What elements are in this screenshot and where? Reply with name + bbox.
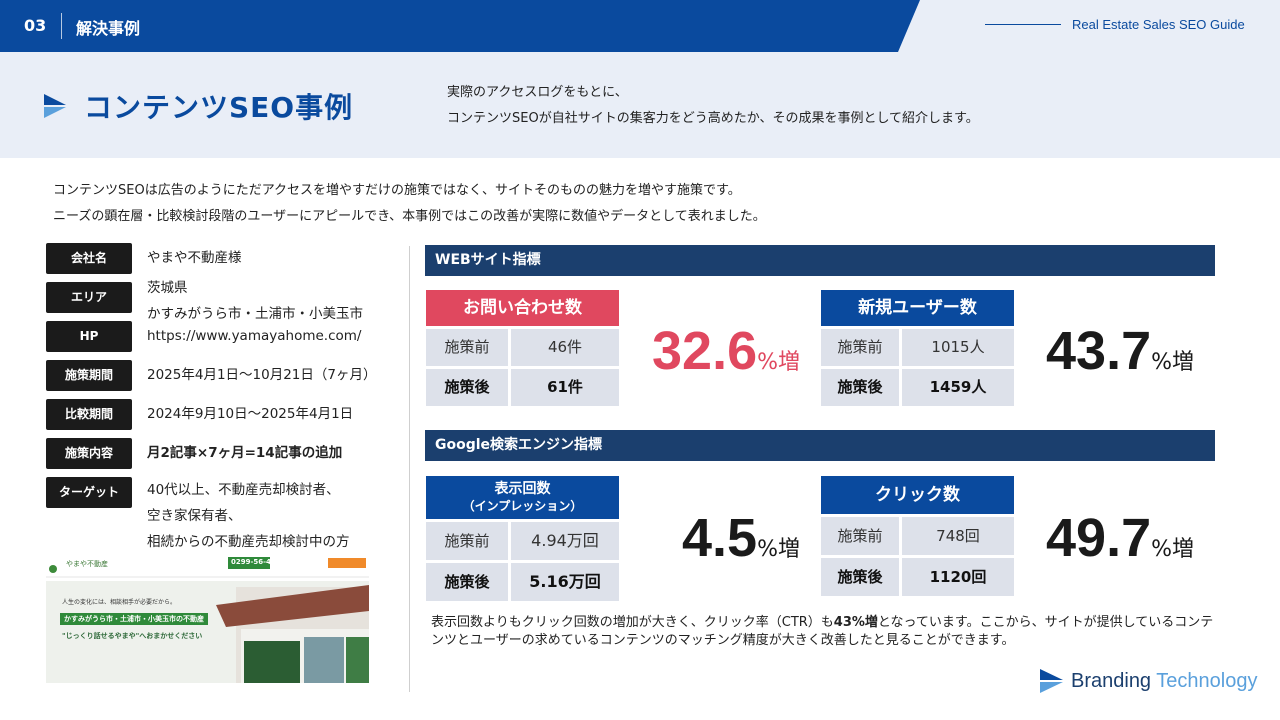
note-text: 表示回数よりもクリック回数の増加が大きく、クリック率（CTR）も bbox=[431, 615, 834, 630]
brand-word: Branding bbox=[1071, 670, 1152, 692]
impressions-sublabel: （インプレッション） bbox=[462, 499, 583, 513]
info-label: 施策内容 bbox=[46, 438, 132, 469]
note-highlight: 43%増 bbox=[833, 615, 878, 630]
site-catch: "じっくり話せるやまや"へおまかせください bbox=[62, 632, 203, 640]
new-users-increase-value: 43.7 bbox=[1046, 321, 1152, 381]
lead-line: ニーズの顕在層・比較検討段階のユーザーにアピールでき、本事例ではこの改善が実際に… bbox=[53, 209, 766, 224]
analysis-note: 表示回数よりもクリック回数の増加が大きく、クリック率（CTR）も43%増となって… bbox=[431, 614, 1221, 650]
website-screenshot: やまや不動産 0299-56-4677 人生の変化には、相談相手が必要だから。 … bbox=[46, 555, 369, 683]
inquiry-header: お問い合わせ数 bbox=[426, 290, 619, 326]
inquiry-after-value: 61件 bbox=[511, 369, 619, 406]
new-users-before-value: 1015人 bbox=[902, 329, 1014, 366]
impressions-header: 表示回数 （インプレッション） bbox=[426, 476, 619, 519]
site-phone: 0299-56-4677 bbox=[231, 558, 286, 566]
info-label: 会社名 bbox=[46, 243, 132, 274]
guide-title: Real Estate Sales SEO Guide bbox=[1072, 17, 1245, 32]
compare-value: 2024年9月10日～2025年4月1日 bbox=[147, 406, 354, 422]
content-value: 月2記事×7ヶ月=14記事の追加 bbox=[147, 445, 343, 461]
web-metrics-header: WEBサイト指標 bbox=[425, 245, 1215, 276]
page-title: コンテンツSEO事例 bbox=[84, 91, 354, 124]
new-users-increase: 43.7%増 bbox=[1046, 324, 1194, 378]
impressions-label: 表示回数 bbox=[494, 481, 551, 497]
clicks-header: クリック数 bbox=[821, 476, 1014, 514]
intro-line: 実際のアクセスログをもとに、 bbox=[447, 85, 628, 100]
section-title: 解決事例 bbox=[76, 19, 141, 38]
site-logo: やまや不動産 bbox=[66, 560, 108, 568]
info-label: 施策期間 bbox=[46, 360, 132, 391]
section-divider bbox=[61, 13, 62, 39]
site-tagline: 人生の変化には、相談相手が必要だから。 bbox=[62, 599, 177, 606]
clicks-increase-value: 49.7 bbox=[1046, 508, 1152, 568]
hp-link[interactable]: https://www.yamayahome.com/ bbox=[147, 328, 362, 344]
info-label: エリア bbox=[46, 282, 132, 313]
google-metrics-header: Google検索エンジン指標 bbox=[425, 430, 1215, 461]
target-line: 相続からの不動産売却検討中の方 bbox=[147, 534, 350, 550]
title-arrow-icon bbox=[44, 94, 66, 118]
section-number: 03 bbox=[24, 16, 47, 35]
impressions-after-label: 施策後 bbox=[426, 563, 508, 601]
clicks-before-label: 施策前 bbox=[821, 517, 899, 555]
lead-line: コンテンツSEOは広告のようにただアクセスを増やすだけの施策ではなく、サイトその… bbox=[53, 183, 741, 198]
inquiry-before-label: 施策前 bbox=[426, 329, 508, 366]
company-name: やまや不動産様 bbox=[147, 250, 242, 266]
new-users-after-value: 1459人 bbox=[902, 369, 1014, 406]
info-label: HP bbox=[46, 321, 132, 352]
new-users-after-label: 施策後 bbox=[821, 369, 899, 406]
brand-word: Technology bbox=[1156, 670, 1258, 692]
clicks-increase: 49.7%増 bbox=[1046, 511, 1194, 565]
column-divider bbox=[409, 246, 410, 692]
lead-text: コンテンツSEOは広告のようにただアクセスを増やすだけの施策ではなく、サイトその… bbox=[53, 178, 766, 230]
area-line: かすみがうら市・土浦市・小美玉市 bbox=[147, 306, 363, 322]
info-label: 比較期間 bbox=[46, 399, 132, 430]
target-line: 空き家保有者、 bbox=[147, 508, 242, 524]
impressions-before-value: 4.94万回 bbox=[511, 522, 619, 560]
impressions-increase-unit: %増 bbox=[757, 537, 800, 562]
intro-line: コンテンツSEOが自社サイトの集客力をどう高めたか、その成果を事例として紹介しま… bbox=[447, 111, 979, 126]
area-value: 茨城県 かすみがうら市・土浦市・小美玉市 bbox=[147, 275, 363, 327]
info-label: ターゲット bbox=[46, 477, 132, 508]
inquiry-increase-value: 32.6 bbox=[652, 321, 758, 381]
website-illustration bbox=[46, 555, 369, 683]
inquiry-increase-unit: %増 bbox=[757, 350, 801, 375]
clicks-increase-unit: %増 bbox=[1151, 537, 1195, 562]
inquiry-increase: 32.6%増 bbox=[652, 324, 800, 378]
impressions-increase-value: 4.5 bbox=[682, 508, 758, 568]
site-areas: かすみがうら市・土浦市・小美玉市の不動産 bbox=[60, 613, 208, 625]
impressions-increase: 4.5%増 bbox=[682, 511, 800, 565]
new-users-increase-unit: %増 bbox=[1151, 350, 1195, 375]
note-text: となっています。ここから、サイトが提供しているコンテンツとユーザーの求めているコ… bbox=[431, 615, 1214, 648]
new-users-before-label: 施策前 bbox=[821, 329, 899, 366]
brand-name: Branding Technology bbox=[1071, 670, 1257, 693]
clicks-after-label: 施策後 bbox=[821, 558, 899, 596]
brand-logo-icon bbox=[1040, 669, 1063, 693]
clicks-after-value: 1120回 bbox=[902, 558, 1014, 596]
inquiry-before-value: 46件 bbox=[511, 329, 619, 366]
intro-text: 実際のアクセスログをもとに、 コンテンツSEOが自社サイトの集客力をどう高めたか… bbox=[447, 80, 979, 132]
section-bar bbox=[0, 0, 920, 52]
area-line: 茨城県 bbox=[147, 280, 188, 296]
new-users-header: 新規ユーザー数 bbox=[821, 290, 1014, 326]
inquiry-after-label: 施策後 bbox=[426, 369, 508, 406]
impressions-after-value: 5.16万回 bbox=[511, 563, 619, 601]
clicks-before-value: 748回 bbox=[902, 517, 1014, 555]
target-value: 40代以上、不動産売却検討者、 空き家保有者、 相続からの不動産売却検討中の方 bbox=[147, 477, 350, 555]
target-line: 40代以上、不動産売却検討者、 bbox=[147, 482, 340, 498]
guide-rule bbox=[985, 24, 1061, 25]
period-value: 2025年4月1日～10月21日（7ヶ月） bbox=[147, 367, 377, 383]
impressions-before-label: 施策前 bbox=[426, 522, 508, 560]
